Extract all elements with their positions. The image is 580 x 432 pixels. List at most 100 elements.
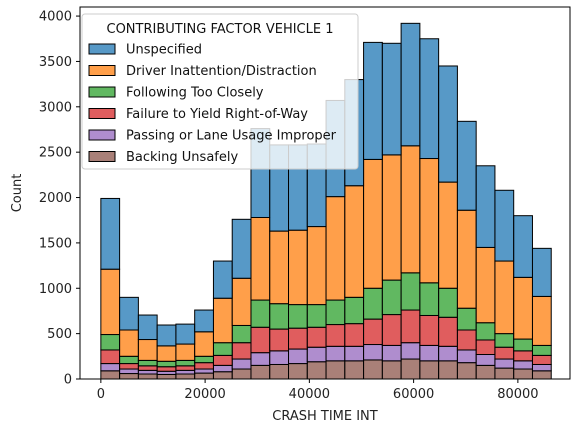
bar-1-bin-22 xyxy=(494,367,515,380)
bar-5-bin-7 xyxy=(212,297,233,344)
bar-2-bin-5 xyxy=(175,369,196,375)
legend-entry-label: Following Too Closely xyxy=(126,86,264,101)
y-tick-label: 4000 xyxy=(39,10,72,25)
bar-1-bin-20 xyxy=(456,362,477,380)
bar-4-bin-8 xyxy=(231,324,252,344)
bar-1-bin-16 xyxy=(381,360,402,380)
bar-3-bin-1 xyxy=(100,349,121,365)
bar-4-bin-20 xyxy=(456,307,477,331)
legend-title: CONTRIBUTING FACTOR VEHICLE 1 xyxy=(107,22,334,37)
bar-6-bin-2 xyxy=(119,296,139,331)
bar-4-bin-19 xyxy=(438,287,458,318)
bar-2-bin-9 xyxy=(250,352,271,366)
bar-3-bin-15 xyxy=(363,318,383,346)
bar-6-bin-21 xyxy=(475,165,496,248)
bar-2-bin-3 xyxy=(137,369,158,375)
bar-3-bin-17 xyxy=(400,309,421,344)
bar-5-bin-10 xyxy=(269,230,290,305)
bar-3-bin-6 xyxy=(194,362,214,370)
bar-6-bin-8 xyxy=(231,218,252,279)
legend-box xyxy=(81,13,359,170)
bar-1-bin-21 xyxy=(475,364,496,380)
bar-4-bin-13 xyxy=(325,299,346,326)
bar-1-bin-11 xyxy=(288,363,308,380)
legend-entry-label: Failure to Yield Right-of-Way xyxy=(126,107,308,122)
bar-6-bin-15 xyxy=(363,41,383,160)
bar-5-bin-5 xyxy=(175,343,196,361)
bar-4-bin-15 xyxy=(363,287,383,320)
bar-6-bin-1 xyxy=(100,197,121,270)
bar-2-bin-20 xyxy=(456,349,477,364)
bar-1-bin-10 xyxy=(269,363,290,380)
bar-1-bin-6 xyxy=(194,372,214,380)
axes-group: 0 20000 40000 60000 80000 0 500 1000 1500 2000 250… xyxy=(10,6,571,424)
bar-1-bin-13 xyxy=(325,360,346,380)
bar-3-bin-20 xyxy=(456,329,477,351)
bar-6-bin-19 xyxy=(438,65,458,183)
bar-4-bin-22 xyxy=(494,333,515,348)
bar-5-bin-6 xyxy=(194,331,214,357)
legend-entry-label: Unspecified xyxy=(126,43,202,58)
bar-1-bin-1 xyxy=(100,370,121,380)
bar-2-bin-14 xyxy=(344,345,365,362)
bar-3-bin-18 xyxy=(419,314,440,346)
bar-5-bin-23 xyxy=(513,276,533,340)
bar-1-bin-23 xyxy=(513,368,533,380)
bar-1-bin-2 xyxy=(119,373,139,380)
bar-3-bin-11 xyxy=(288,327,308,350)
bar-4-bin-11 xyxy=(288,304,308,329)
legend-swatch xyxy=(88,108,116,119)
bar-5-bin-24 xyxy=(531,295,552,346)
bar-5-bin-8 xyxy=(231,277,252,326)
bar-4-bin-6 xyxy=(194,355,214,364)
bar-1-bin-8 xyxy=(231,368,252,380)
legend-entry-label: Driver Inattention/Distraction xyxy=(126,64,317,79)
bar-2-bin-7 xyxy=(212,364,233,373)
y-tick-label: 2500 xyxy=(39,146,72,161)
bar-5-bin-21 xyxy=(475,246,496,324)
bar-2-bin-8 xyxy=(231,358,252,370)
bar-1-bin-24 xyxy=(531,370,552,380)
y-axis-label: Count xyxy=(10,174,25,213)
bar-5-bin-19 xyxy=(438,181,458,289)
legend-entry-label: Passing or Lane Usage Improper xyxy=(126,129,337,144)
bar-6-bin-4 xyxy=(156,324,177,347)
bar-5-bin-11 xyxy=(288,229,308,306)
bar-5-bin-15 xyxy=(363,158,383,289)
bar-3-bin-16 xyxy=(381,314,402,346)
bar-3-bin-9 xyxy=(250,326,271,354)
legend-entry-label: Backing Unsafely xyxy=(126,150,238,165)
bar-5-bin-3 xyxy=(137,339,158,361)
bar-2-bin-13 xyxy=(325,345,346,362)
bar-2-bin-24 xyxy=(531,363,552,372)
bar-3-bin-22 xyxy=(494,346,515,360)
legend-swatch xyxy=(88,151,116,162)
bar-6-bin-6 xyxy=(194,309,214,333)
bar-1-bin-3 xyxy=(137,373,158,380)
bar-5-bin-2 xyxy=(119,329,139,357)
bar-3-bin-3 xyxy=(137,365,158,371)
bar-5-bin-22 xyxy=(494,260,515,335)
bar-6-bin-22 xyxy=(494,189,515,262)
bar-4-bin-16 xyxy=(381,279,402,316)
bar-1-bin-15 xyxy=(363,359,383,380)
bar-2-bin-18 xyxy=(419,344,440,362)
bar-2-bin-2 xyxy=(119,368,139,375)
y-tick-label: 2000 xyxy=(39,191,72,206)
bar-3-bin-12 xyxy=(306,326,327,348)
bar-3-bin-14 xyxy=(344,323,365,347)
x-axis-label: CRASH TIME INT xyxy=(272,409,378,424)
bar-2-bin-1 xyxy=(100,363,121,372)
bar-1-bin-5 xyxy=(175,373,196,380)
bar-5-bin-9 xyxy=(250,216,271,301)
bar-5-bin-16 xyxy=(381,154,402,281)
legend-swatch xyxy=(88,86,116,98)
legend-swatch xyxy=(88,43,116,55)
bar-2-bin-17 xyxy=(400,342,421,360)
y-tick-label: 3500 xyxy=(39,55,72,70)
bar-1-bin-12 xyxy=(306,361,327,380)
bar-1-bin-19 xyxy=(438,360,458,380)
bar-4-bin-2 xyxy=(119,355,139,365)
bar-6-bin-17 xyxy=(400,22,421,147)
